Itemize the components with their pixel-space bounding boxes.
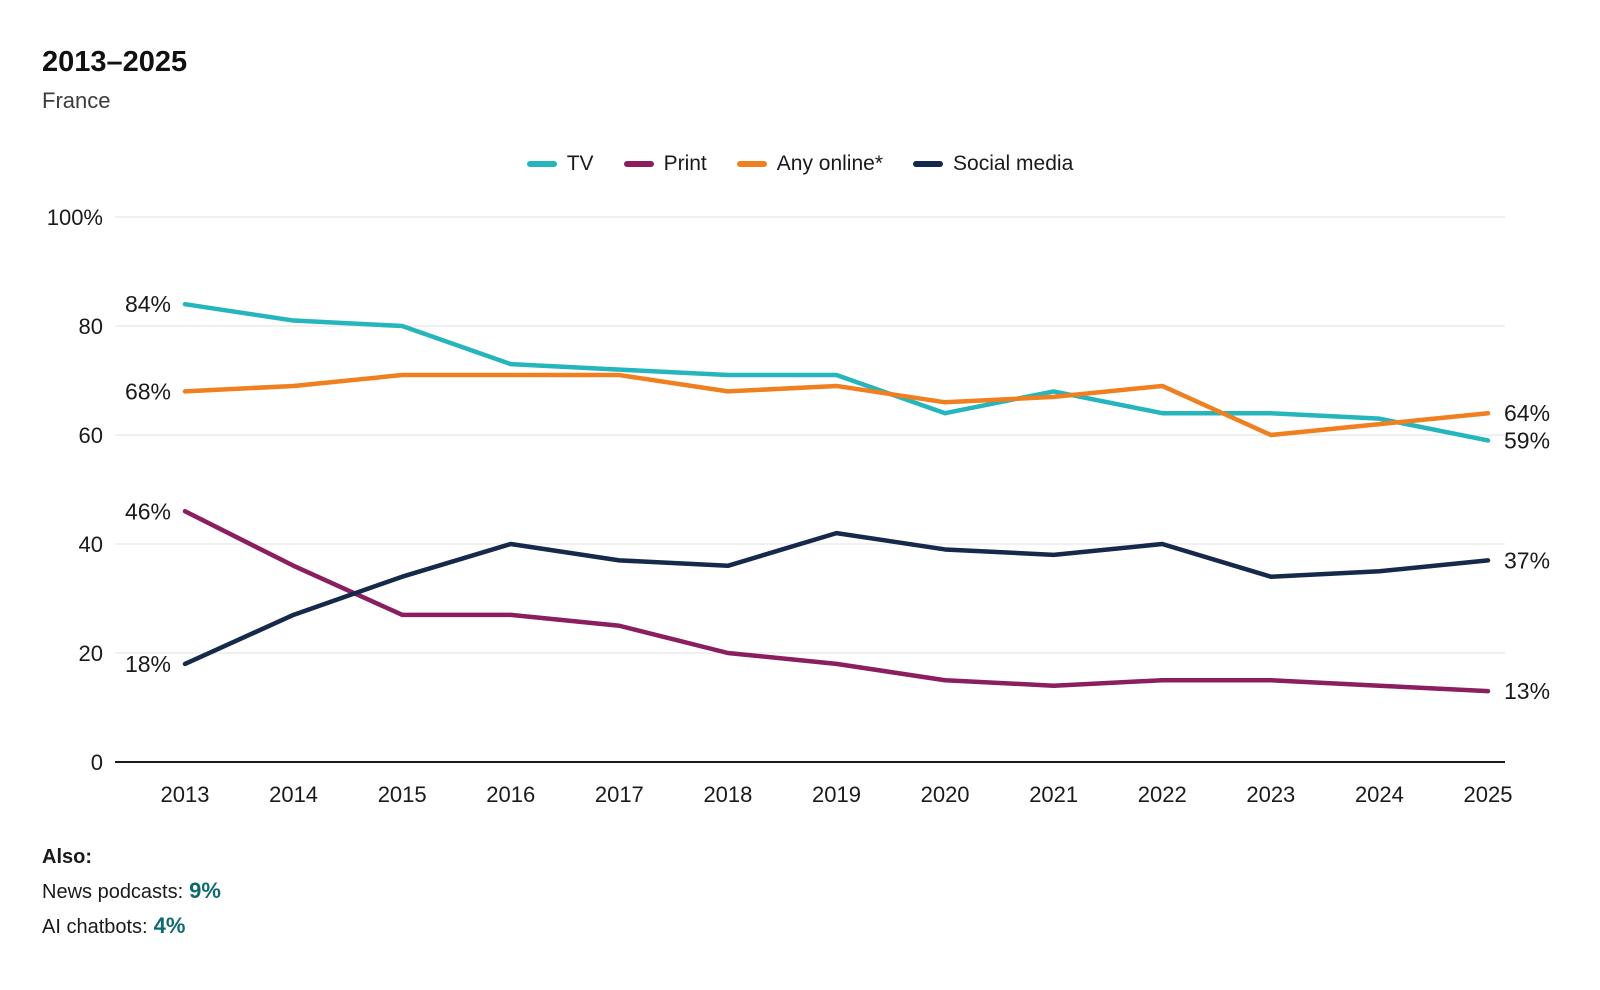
legend-swatch-tv bbox=[526, 161, 557, 167]
series-line-any-online bbox=[182, 372, 1491, 438]
legend-swatch-any-online bbox=[736, 161, 767, 167]
legend-label-any-online: Any online* bbox=[776, 152, 884, 175]
y-tick-label: 100% bbox=[47, 205, 103, 230]
x-tick-label: 2016 bbox=[486, 782, 535, 807]
legend-item-social-media: Social media bbox=[913, 152, 1073, 176]
x-tick-label: 2021 bbox=[1029, 782, 1078, 807]
y-tick-label: 20 bbox=[79, 641, 103, 666]
end-value-social-media: 37% bbox=[1504, 547, 1550, 573]
y-tick-label: 80 bbox=[79, 314, 103, 339]
line-chart: 0 20 40 60 80 100% 2013 2014 2015 2016 2017 2018 201… bbox=[47, 205, 1550, 807]
end-value-tv: 59% bbox=[1504, 427, 1550, 453]
start-value-social-media: 18% bbox=[125, 651, 171, 677]
note-value: 9% bbox=[189, 878, 221, 903]
legend-swatch-social-media bbox=[913, 161, 944, 167]
page-title: 2013–2025 bbox=[42, 46, 188, 78]
x-tick-label: 2013 bbox=[161, 782, 210, 807]
also-label: Also: bbox=[42, 846, 92, 868]
legend-item-any-online: Any online* bbox=[736, 152, 884, 176]
footer-notes: Also: News podcasts: 9% AI chatbots: 4% bbox=[42, 846, 221, 948]
page-subtitle: France bbox=[42, 88, 111, 113]
series-line-social-media bbox=[182, 530, 1491, 667]
note-news-podcasts: News podcasts: 9% bbox=[42, 878, 221, 904]
note-label: AI chatbots: bbox=[42, 916, 148, 938]
note-ai-chatbots: AI chatbots: 4% bbox=[42, 913, 221, 939]
chart-legend: TV Print Any online* Social media bbox=[0, 152, 1600, 176]
legend-swatch-print bbox=[623, 161, 654, 167]
x-tick-label: 2015 bbox=[378, 782, 427, 807]
start-value-print: 46% bbox=[125, 498, 171, 524]
end-value-any-online: 64% bbox=[1504, 400, 1550, 426]
x-tick-label: 2017 bbox=[595, 782, 644, 807]
legend-item-print: Print bbox=[623, 152, 707, 176]
start-value-any-online: 68% bbox=[125, 378, 171, 404]
x-tick-label: 2019 bbox=[812, 782, 861, 807]
legend-label-social-media: Social media bbox=[953, 152, 1074, 175]
start-value-tv: 84% bbox=[125, 291, 171, 317]
x-tick-label: 2014 bbox=[269, 782, 318, 807]
legend-label-print: Print bbox=[663, 152, 707, 175]
legend-item-tv: TV bbox=[526, 152, 594, 176]
legend-label-tv: TV bbox=[566, 152, 594, 175]
end-value-print: 13% bbox=[1504, 678, 1550, 704]
note-value: 4% bbox=[153, 913, 186, 938]
x-tick-label: 2025 bbox=[1464, 782, 1513, 807]
y-tick-label: 0 bbox=[91, 750, 103, 775]
series-line-tv bbox=[182, 301, 1491, 443]
y-tick-label: 60 bbox=[79, 423, 103, 448]
x-tick-label: 2022 bbox=[1138, 782, 1187, 807]
x-tick-label: 2020 bbox=[921, 782, 970, 807]
x-tick-label: 2023 bbox=[1246, 782, 1295, 807]
series-line-print bbox=[182, 509, 1491, 694]
note-label: News podcasts: bbox=[42, 881, 184, 903]
x-tick-label: 2024 bbox=[1355, 782, 1404, 807]
y-tick-label: 40 bbox=[79, 532, 103, 557]
x-tick-label: 2018 bbox=[703, 782, 752, 807]
